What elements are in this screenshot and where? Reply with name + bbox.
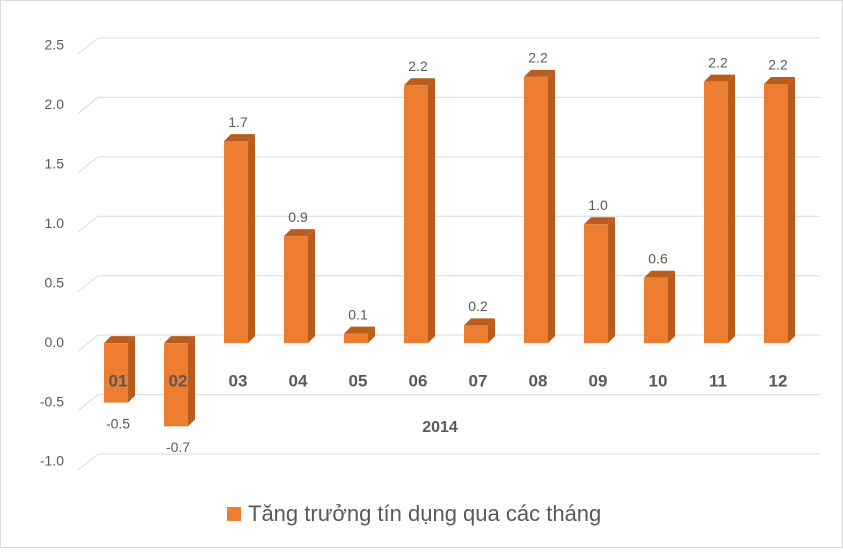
data-label: 2.2 (408, 58, 428, 74)
x-tick-label: 02 (169, 371, 188, 390)
x-tick-label: 05 (349, 371, 368, 390)
x-tick-label: 09 (589, 371, 608, 390)
bar-top (764, 77, 795, 85)
data-label: 2.2 (708, 54, 728, 70)
grid-line (77, 394, 820, 411)
bar-side (728, 74, 735, 344)
bar-top (584, 217, 615, 225)
x-tick-label: 08 (529, 371, 548, 390)
y-tick-label: 2.0 (45, 96, 65, 112)
bar (464, 325, 488, 344)
data-label: 0.1 (348, 306, 368, 322)
x-tick-label: 01 (109, 371, 128, 390)
bar-side (668, 270, 675, 344)
bar (764, 84, 788, 344)
x-tick-label: 07 (469, 371, 488, 390)
grid-line (77, 37, 820, 55)
y-tick-label: 1.0 (45, 215, 65, 231)
bar-top (704, 74, 735, 82)
bar (704, 81, 728, 344)
bar-side (308, 229, 315, 344)
grid-line (77, 334, 820, 352)
bar (284, 236, 308, 344)
bar (164, 343, 188, 427)
bar-top (284, 229, 315, 237)
y-tick-label: -0.5 (40, 393, 64, 409)
bar (584, 224, 608, 344)
x-tick-label: 04 (289, 371, 308, 390)
bar (644, 277, 668, 344)
data-label: 1.7 (228, 114, 248, 130)
legend-label: Tăng trưởng tín dụng qua các tháng (248, 501, 601, 526)
bar-side (788, 77, 795, 344)
bar-side (608, 217, 615, 344)
bar-side (548, 69, 555, 344)
bar (104, 343, 128, 403)
bar (344, 333, 368, 344)
bar-top (344, 326, 375, 334)
x-tick-label: 11 (709, 371, 727, 390)
grid-line (77, 453, 820, 471)
bar (524, 76, 548, 344)
bar-top (464, 318, 495, 326)
data-label: 2.2 (528, 50, 548, 66)
data-label: -0.5 (106, 415, 130, 431)
x-tick-label: 03 (229, 371, 248, 390)
bar-side (368, 326, 375, 344)
x-axis-label: 2014 (422, 419, 458, 436)
bar-top (164, 336, 195, 344)
data-label: 0.2 (468, 298, 488, 314)
y-tick-label: 2.5 (45, 37, 65, 53)
data-label: 1.0 (588, 197, 608, 213)
x-tick-label: 06 (409, 371, 428, 390)
bar-top (524, 69, 555, 77)
y-tick-label: 1.5 (45, 156, 65, 172)
y-tick-label: 0.0 (45, 334, 65, 350)
data-label: 0.6 (648, 250, 668, 266)
bar-top (404, 78, 435, 86)
bar-top (644, 270, 675, 278)
bar-top (104, 336, 135, 344)
y-tick-label: -1.0 (40, 453, 64, 469)
x-tick-label: 12 (769, 371, 788, 390)
data-label: -0.7 (166, 439, 190, 455)
grid-line (77, 96, 820, 114)
bar (224, 141, 248, 344)
legend-swatch (227, 507, 241, 521)
bar-side (488, 318, 495, 344)
grid-line (77, 215, 820, 233)
bar-side (128, 336, 135, 403)
grid-line (77, 156, 820, 174)
bar-side (248, 134, 255, 344)
bar-side (428, 78, 435, 344)
y-tick-label: 0.5 (45, 274, 65, 290)
x-tick-label: 10 (649, 371, 668, 390)
bar-side (188, 336, 195, 427)
bar (404, 85, 428, 344)
bar-top (224, 134, 255, 142)
data-label: 2.2 (768, 57, 788, 73)
grid-line (77, 275, 820, 293)
data-label: 0.9 (288, 209, 308, 225)
